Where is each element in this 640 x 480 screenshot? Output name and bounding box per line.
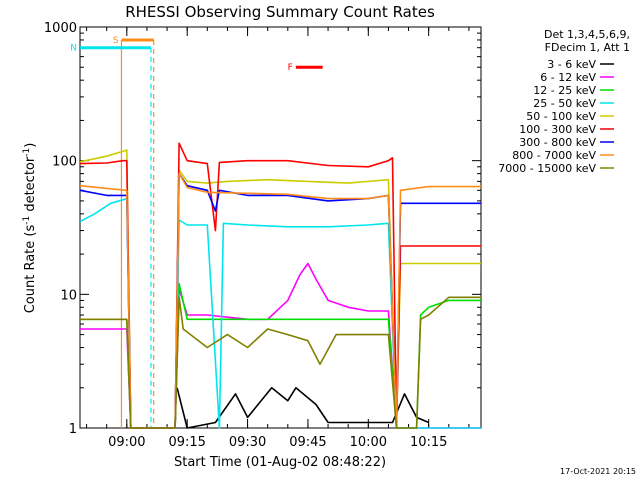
y-tick-label: 1000	[44, 21, 77, 36]
marker-label-f: F	[288, 63, 293, 73]
series-7000-15000-kev	[80, 296, 481, 429]
y-axis-label: Count Rate (s-1 detector-1)	[22, 143, 38, 314]
series-layer	[79, 142, 481, 429]
x-axis: 09:00 09:15 09:30 09:45 10:00 10:15	[86, 27, 470, 450]
legend-header-2: FDecim 1, Att 1	[545, 41, 630, 54]
legend: Det 1,3,4,5,6,9, FDecim 1, Att 1 3 - 6 k…	[498, 28, 630, 175]
x-tick-label: 09:30	[229, 435, 266, 450]
x-tick-label: 10:00	[350, 435, 387, 450]
x-tick-label: 09:00	[108, 435, 145, 450]
attenuator-lines	[120, 39, 155, 428]
y-tick-label: 1	[69, 422, 77, 437]
x-axis-label: Start Time (01-Aug-02 08:48:22)	[174, 455, 386, 470]
series-25-50-kev	[79, 197, 481, 429]
y-axis: 1 10 100 1000	[44, 21, 481, 437]
marker-layer: S N F	[70, 36, 323, 73]
legend-entry-label: 25 - 50 keV	[533, 97, 596, 110]
series-12-25-kev	[80, 282, 481, 429]
legend-entry-label: 3 - 6 keV	[547, 58, 596, 71]
y-tick-label: 10	[60, 288, 77, 303]
legend-entry-label: 12 - 25 keV	[533, 84, 596, 97]
x-tick-label: 10:15	[410, 435, 447, 450]
plot-frame	[79, 26, 482, 429]
legend-entry-label: 100 - 300 keV	[519, 123, 596, 136]
legend-entry-label: 50 - 100 keV	[526, 110, 596, 123]
timestamp: 17-Oct-2021 20:15	[560, 467, 636, 476]
legend-entry-label: 6 - 12 keV	[540, 71, 596, 84]
marker-label-n: N	[70, 44, 77, 54]
legend-entry-label: 800 - 7000 keV	[512, 149, 596, 162]
x-tick-label: 09:45	[289, 435, 326, 450]
series-100-300-kev	[79, 142, 481, 429]
legend-header-1: Det 1,3,4,5,6,9,	[544, 28, 630, 41]
series-50-100-kev	[79, 149, 481, 429]
y-tick-label: 100	[52, 155, 77, 170]
series-3-6-kev	[176, 386, 430, 429]
series-300-800-kev	[79, 172, 481, 429]
x-tick-label: 09:15	[168, 435, 205, 450]
legend-entry-label: 7000 - 15000 keV	[498, 162, 596, 175]
series-6-12-kev	[80, 262, 481, 429]
legend-entry-label: 300 - 800 keV	[519, 136, 596, 149]
marker-label-s: S	[113, 36, 119, 46]
series-800-7000-kev	[79, 172, 481, 429]
chart-title: RHESSI Observing Summary Count Rates	[125, 3, 435, 21]
